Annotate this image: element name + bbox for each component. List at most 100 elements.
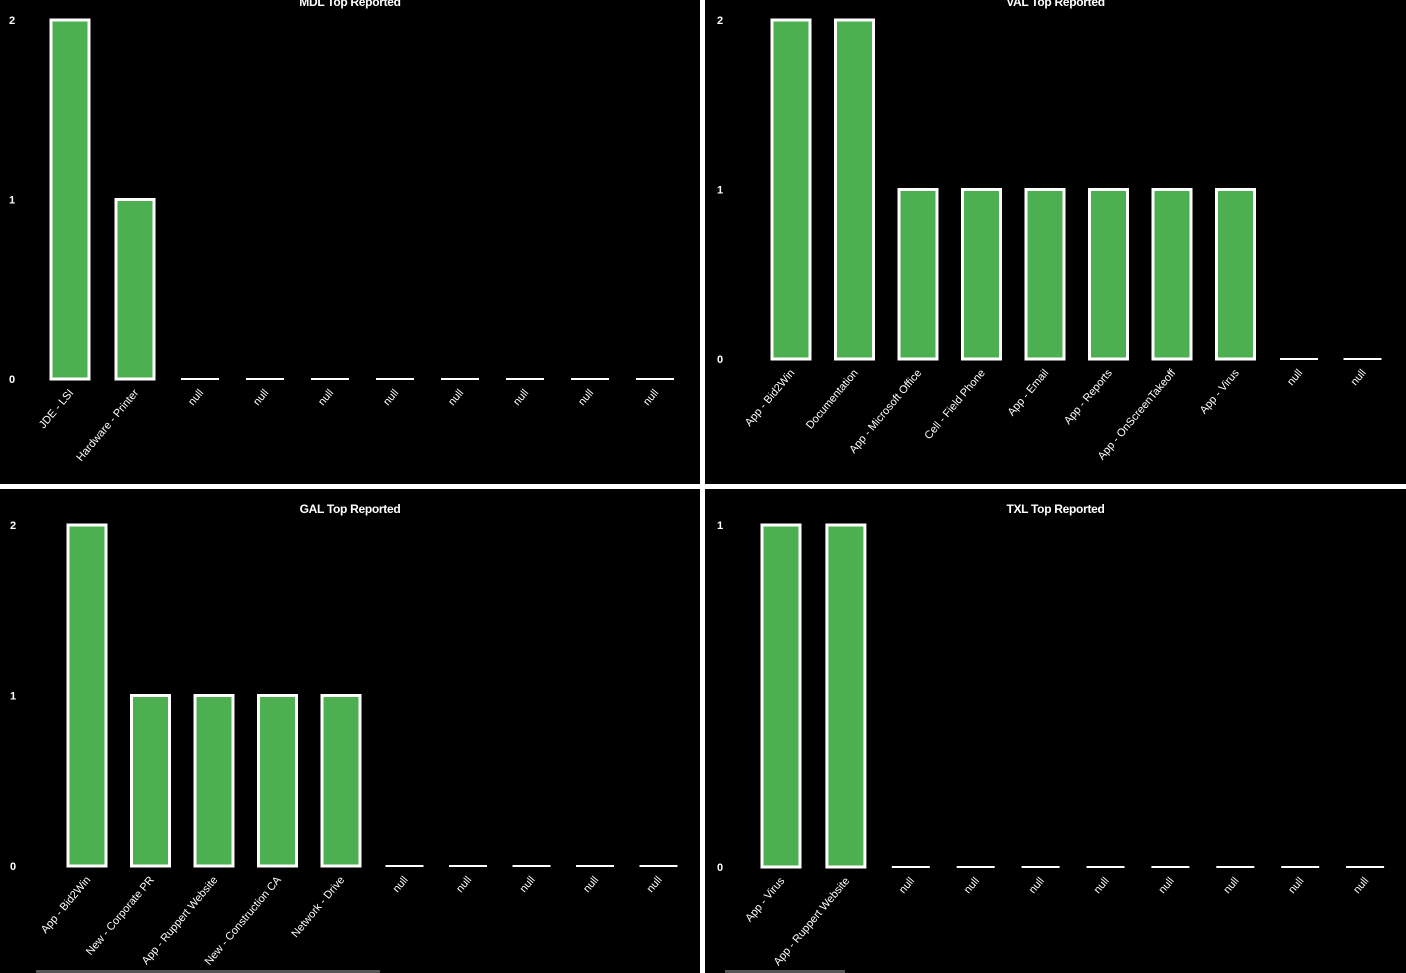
bar[interactable] xyxy=(825,523,867,869)
x-category-label: null xyxy=(1092,875,1112,896)
x-category-label: null xyxy=(1351,875,1371,896)
bar[interactable] xyxy=(891,866,930,868)
bar[interactable] xyxy=(320,694,362,868)
gal-chart-panel: GAL Top Reported 0 1 2 App - Bid2Win New - C… xyxy=(0,489,700,973)
x-category-label: App - Ruppert Website xyxy=(772,875,853,968)
chart-title: GAL Top Reported xyxy=(299,502,401,516)
y-tick-label: 0 xyxy=(717,862,723,874)
bar[interactable] xyxy=(49,18,91,381)
bar[interactable] xyxy=(1343,358,1382,360)
x-category-label: Hardware - Printer xyxy=(74,387,141,464)
y-tick-label: 2 xyxy=(9,15,15,27)
bar[interactable] xyxy=(114,198,156,381)
y-tick-label: 2 xyxy=(10,520,16,532)
x-category-label: null xyxy=(1286,875,1306,896)
x-category-label: App - Bid2Win xyxy=(39,874,93,936)
bar[interactable] xyxy=(571,378,609,380)
bar[interactable] xyxy=(1280,358,1318,360)
chart-title: MDL Top Reported xyxy=(299,0,401,9)
x-category-label: App - Bid2Win xyxy=(743,367,797,429)
x-category-label: null xyxy=(186,387,206,408)
bar[interactable] xyxy=(956,866,995,868)
bar[interactable] xyxy=(246,378,284,380)
bar[interactable] xyxy=(636,378,674,380)
x-category-label: Documentation xyxy=(804,367,861,431)
bar[interactable] xyxy=(961,188,1002,361)
x-category-label: null xyxy=(391,874,411,895)
x-category-label: New - Corporate PR xyxy=(84,874,157,958)
bar[interactable] xyxy=(1281,866,1320,868)
bar[interactable] xyxy=(1021,866,1060,868)
bar[interactable] xyxy=(66,523,108,868)
y-tick-label: 1 xyxy=(717,185,723,197)
bar[interactable] xyxy=(639,865,678,867)
horizontal-scrollbar[interactable] xyxy=(725,970,845,973)
x-category-label: null xyxy=(446,387,466,408)
bar[interactable] xyxy=(834,18,875,361)
horizontal-scrollbar[interactable] xyxy=(36,970,380,973)
x-category-label: null xyxy=(1027,875,1047,896)
y-tick-label: 0 xyxy=(9,374,15,386)
bar[interactable] xyxy=(1216,866,1255,868)
y-tick-label: 0 xyxy=(10,861,16,873)
x-category-label: App - Microsoft Office xyxy=(847,367,924,456)
y-tick-label: 2 xyxy=(717,15,723,27)
bar[interactable] xyxy=(1215,188,1256,361)
bar[interactable] xyxy=(449,865,487,867)
x-category-label: null xyxy=(645,874,665,895)
x-category-label: Cell - Field Phone xyxy=(922,367,987,442)
x-category-label: null xyxy=(511,387,531,408)
x-category-label: App - Email xyxy=(1006,367,1052,418)
bar[interactable] xyxy=(181,378,219,380)
y-tick-label: 1 xyxy=(717,520,723,532)
bar[interactable] xyxy=(385,865,424,867)
x-category-label: null xyxy=(576,387,596,408)
bar[interactable] xyxy=(257,694,298,868)
x-category-label: App - Virus xyxy=(1198,367,1242,417)
bar[interactable] xyxy=(770,18,812,361)
x-category-label: null xyxy=(251,387,271,408)
bar[interactable] xyxy=(311,378,349,380)
bar[interactable] xyxy=(1346,866,1385,868)
y-tick-label: 1 xyxy=(9,195,15,207)
mdl-chart-panel: MDL Top Reported 0 1 2 JDE - LSI Hardware - … xyxy=(0,0,700,484)
bar[interactable] xyxy=(376,378,414,380)
x-category-label: null xyxy=(1349,367,1369,388)
bar[interactable] xyxy=(1151,188,1193,361)
bar[interactable] xyxy=(576,865,614,867)
x-category-label: null xyxy=(454,874,474,895)
x-category-label: null xyxy=(1285,367,1305,388)
x-category-label: null xyxy=(518,874,538,895)
x-category-label: JDE - LSI xyxy=(37,387,76,431)
bar[interactable] xyxy=(1088,188,1129,361)
x-category-label: null xyxy=(641,387,661,408)
bar[interactable] xyxy=(760,523,802,869)
x-category-label: null xyxy=(1221,875,1241,896)
bar[interactable] xyxy=(441,378,479,380)
x-category-label: App - Reports xyxy=(1062,367,1115,427)
bar[interactable] xyxy=(130,694,171,868)
x-category-label: null xyxy=(316,387,336,408)
bar[interactable] xyxy=(512,865,551,867)
bar[interactable] xyxy=(506,378,544,380)
x-category-label: null xyxy=(1156,875,1176,896)
x-category-label: Network - Drive xyxy=(289,874,347,940)
x-category-label: null xyxy=(962,875,982,896)
chart-title: TXL Top Reported xyxy=(1006,502,1105,516)
x-category-label: null xyxy=(897,875,917,896)
x-category-label: App - Virus xyxy=(743,875,787,925)
bar[interactable] xyxy=(1024,188,1066,361)
bar[interactable] xyxy=(193,694,235,868)
x-category-label: null xyxy=(381,387,401,408)
bar[interactable] xyxy=(1086,866,1125,868)
x-category-label: null xyxy=(581,874,601,895)
y-tick-label: 0 xyxy=(717,354,723,366)
y-tick-label: 1 xyxy=(10,691,16,703)
bar[interactable] xyxy=(897,188,939,361)
bar[interactable] xyxy=(1151,866,1190,868)
chart-title: VAL Top Reported xyxy=(1006,0,1105,9)
